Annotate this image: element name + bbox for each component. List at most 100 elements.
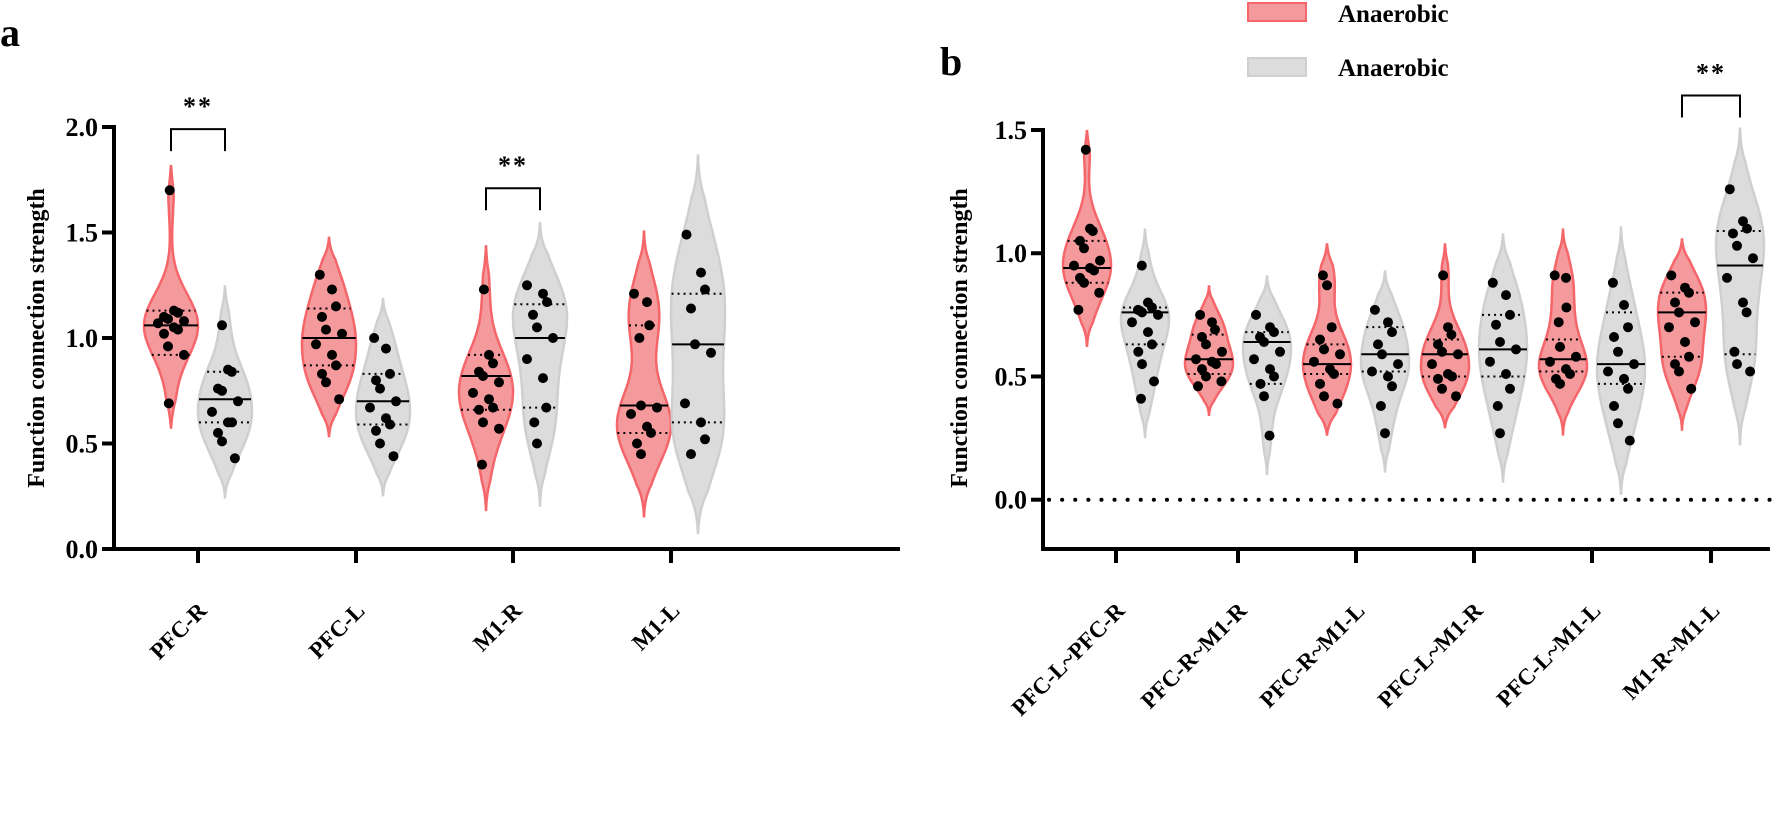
data-point — [1197, 332, 1207, 342]
data-point — [1216, 376, 1227, 387]
violin-red — [1537, 228, 1589, 436]
data-point — [1433, 339, 1443, 350]
x-category-label: PFC-L~PFC-R — [1007, 598, 1130, 721]
data-point — [1393, 359, 1403, 370]
legend-swatch-0 — [1247, 2, 1307, 22]
data-point — [696, 267, 706, 278]
data-point — [1549, 270, 1560, 281]
data-point — [1309, 356, 1319, 367]
data-point — [706, 347, 716, 358]
data-point — [636, 400, 646, 411]
violin-body — [354, 297, 412, 497]
data-point — [646, 427, 656, 438]
violin-red — [615, 230, 673, 518]
data-point — [1332, 398, 1343, 409]
data-point — [1079, 277, 1089, 288]
data-point — [1317, 270, 1328, 281]
data-point — [385, 419, 395, 430]
significance-bracket: ** — [485, 151, 541, 211]
data-point — [1387, 381, 1397, 392]
data-point — [1607, 277, 1618, 288]
significance-label: ** — [498, 151, 528, 180]
data-point — [163, 398, 174, 409]
data-point — [1741, 307, 1752, 318]
data-point — [1211, 359, 1221, 370]
data-point — [1511, 344, 1521, 355]
violin-red — [1419, 243, 1471, 429]
data-point — [1505, 383, 1515, 394]
data-point — [1561, 272, 1571, 283]
data-point — [478, 371, 488, 381]
violin-body — [1656, 238, 1708, 431]
data-point — [1624, 435, 1635, 446]
data-point — [1195, 309, 1206, 320]
violin-gray — [1119, 228, 1171, 439]
data-point — [1127, 317, 1137, 328]
data-point — [1137, 359, 1147, 370]
data-point — [1191, 354, 1201, 365]
data-point — [1264, 430, 1275, 441]
data-point — [1670, 359, 1680, 370]
data-point — [1269, 327, 1279, 338]
data-point — [1375, 401, 1386, 411]
data-point — [632, 438, 642, 449]
data-point — [365, 402, 375, 413]
x-category-label: PFC-R — [145, 598, 212, 665]
violin-body — [1537, 228, 1589, 436]
x-category-label: PFC-R~M1-L — [1255, 598, 1370, 713]
violin-gray — [1595, 226, 1647, 495]
data-point — [1451, 391, 1461, 402]
data-point — [1664, 322, 1674, 333]
data-point — [1609, 332, 1619, 342]
data-point — [1629, 359, 1639, 370]
data-point — [1201, 339, 1211, 350]
data-point — [381, 343, 391, 354]
x-category-label: PFC-L~M1-L — [1492, 598, 1606, 712]
data-point — [1079, 243, 1089, 254]
data-point — [1193, 381, 1203, 392]
data-point — [371, 425, 381, 436]
data-point — [522, 354, 532, 365]
data-point — [478, 417, 488, 428]
data-point — [1080, 144, 1091, 155]
data-point — [1724, 184, 1735, 195]
data-point — [1197, 364, 1207, 375]
data-point — [173, 307, 183, 318]
data-point — [1732, 240, 1742, 251]
data-point — [1089, 265, 1099, 276]
data-point — [1329, 369, 1339, 379]
data-point — [542, 297, 552, 308]
data-point — [686, 303, 696, 314]
data-point — [1728, 228, 1738, 239]
data-point — [1073, 304, 1084, 315]
data-point — [1315, 334, 1325, 345]
data-point — [1249, 354, 1259, 365]
x-category-label: PFC-L~M1-R — [1373, 598, 1488, 713]
chart-panel-b: 0.0 0.5 1.0 1.5 PFC-L~PFC-R PFC-R~M1-R PFC-R~M… — [995, 58, 1772, 721]
data-point — [478, 284, 489, 295]
data-point — [159, 328, 169, 339]
data-point — [227, 417, 237, 428]
data-point — [642, 297, 652, 308]
data-point — [1143, 327, 1153, 338]
x-category-label: M1-R — [468, 598, 527, 657]
data-point — [541, 402, 552, 413]
violin-gray — [1241, 275, 1293, 476]
x-category-label: M1-R~M1-L — [1618, 598, 1725, 705]
legend-label-0: Anaerobic — [1338, 1, 1449, 28]
data-point — [1383, 317, 1393, 328]
data-point — [1201, 371, 1211, 382]
violin-body — [1714, 127, 1766, 446]
data-point — [1619, 373, 1629, 384]
data-point — [1095, 255, 1105, 266]
data-point — [1387, 327, 1397, 338]
data-point — [1613, 418, 1623, 429]
data-point — [1369, 304, 1380, 315]
data-point — [229, 453, 240, 464]
data-point — [1722, 272, 1732, 283]
violin-body — [1477, 233, 1529, 483]
data-point — [321, 377, 331, 388]
violin-gray — [1359, 270, 1411, 473]
data-point — [474, 404, 484, 415]
data-point — [484, 349, 494, 360]
